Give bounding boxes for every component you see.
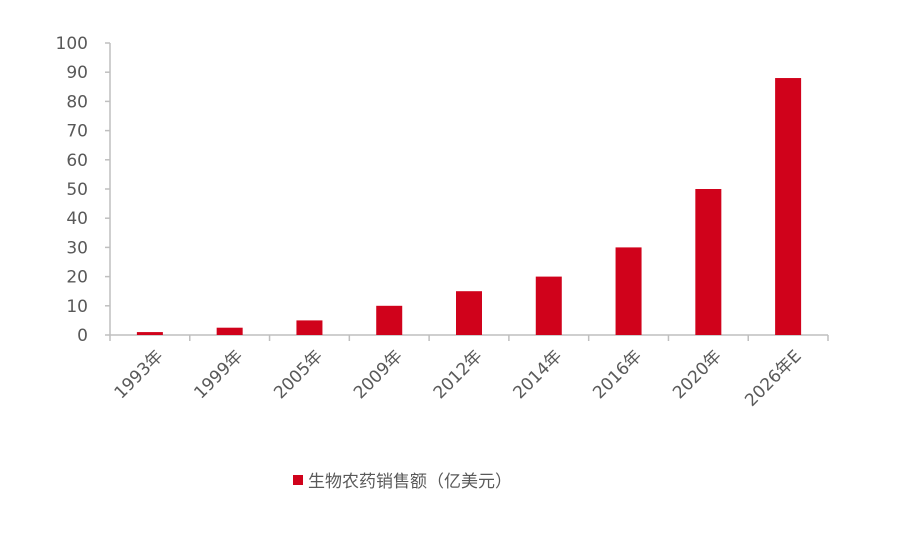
bar <box>615 247 642 335</box>
y-tick-label: 60 <box>66 151 88 171</box>
y-tick-label: 30 <box>66 238 88 258</box>
x-tick-label: 2012年 <box>430 346 487 403</box>
x-tick-label: 2026年E <box>741 346 805 410</box>
y-tick-label: 20 <box>66 268 88 288</box>
y-tick-label: 70 <box>66 122 88 142</box>
y-tick-label: 40 <box>66 209 88 229</box>
x-tick-label: 2016年 <box>589 346 646 403</box>
bar <box>775 78 802 335</box>
bar <box>456 291 482 335</box>
y-tick-label: 80 <box>66 92 88 112</box>
bar <box>296 320 323 335</box>
x-tick-label: 2014年 <box>510 346 567 403</box>
x-tick-label: 1999年 <box>190 346 247 403</box>
bar <box>535 276 562 335</box>
bar <box>376 305 403 335</box>
x-tick-label: 1993年 <box>111 346 168 403</box>
x-tick-label: 2009年 <box>350 346 407 403</box>
legend-label: 生物农药销售额（亿美元） <box>308 472 512 492</box>
bar <box>695 189 722 335</box>
y-tick-label: 100 <box>56 34 88 54</box>
y-tick-label: 50 <box>66 180 88 200</box>
legend-swatch <box>293 475 303 485</box>
y-tick-label: 90 <box>66 63 88 83</box>
x-tick-label: 2020年 <box>669 346 726 403</box>
bar <box>136 332 163 335</box>
y-tick-label: 10 <box>66 297 88 317</box>
x-tick-label: 2005年 <box>270 346 327 403</box>
y-tick-label: 0 <box>77 326 88 346</box>
legend: 生物农药销售额（亿美元） <box>293 472 512 492</box>
bar <box>216 327 243 335</box>
